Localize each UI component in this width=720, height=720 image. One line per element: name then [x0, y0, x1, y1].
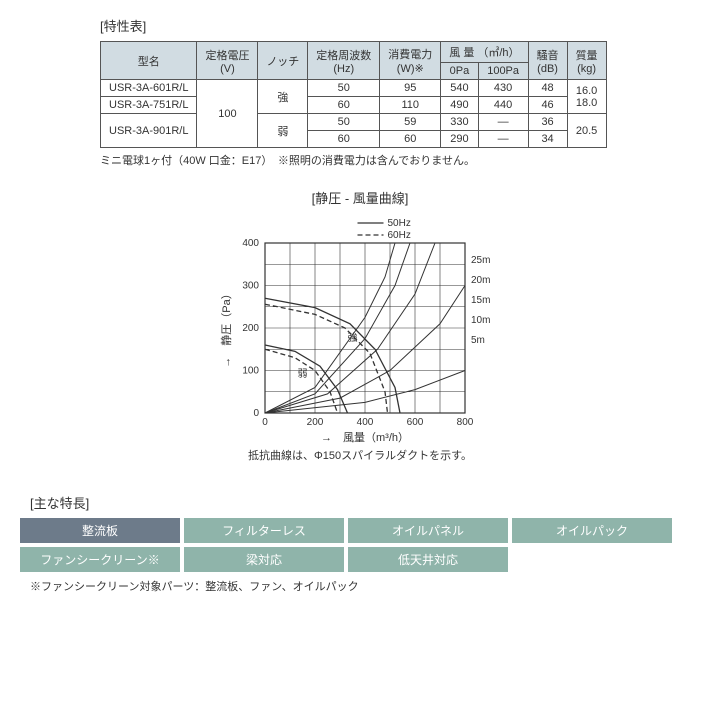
svg-text:15m: 15m — [471, 295, 490, 306]
col-freq: 定格周波数 (Hz) — [308, 42, 380, 80]
svg-text:800: 800 — [457, 417, 474, 428]
cell: 490 — [441, 97, 478, 114]
mass-cell: 20.5 — [567, 114, 606, 148]
cell: 48 — [528, 80, 567, 97]
cell: 60 — [308, 131, 380, 148]
cell: 110 — [380, 97, 441, 114]
svg-text:300: 300 — [242, 281, 259, 292]
model-cell: USR-3A-601R/L — [101, 80, 197, 97]
col-airflow-0: 0Pa — [441, 63, 478, 80]
feature-pill: 整流板 — [20, 518, 180, 543]
mass-cell: 16.0 18.0 — [567, 80, 606, 114]
col-power: 消費電力 (W)※ — [380, 42, 441, 80]
svg-text:400: 400 — [357, 417, 374, 428]
cell: — — [478, 131, 528, 148]
cell: 95 — [380, 80, 441, 97]
svg-text:200: 200 — [242, 323, 259, 334]
svg-text:60Hz: 60Hz — [388, 230, 411, 241]
notch-low: 弱 — [258, 114, 308, 148]
cell: 34 — [528, 131, 567, 148]
chart-title: [静圧 - 風量曲線] — [20, 188, 700, 207]
model-cell: USR-3A-751R/L — [101, 97, 197, 114]
svg-text:200: 200 — [307, 417, 324, 428]
cell: — — [478, 114, 528, 131]
cell: 60 — [380, 131, 441, 148]
cell: 46 — [528, 97, 567, 114]
feature-pill: 梁対応 — [184, 547, 344, 572]
voltage-cell: 100 — [197, 80, 258, 148]
features-footnote: ※ファンシークリーン対象パーツ：整流板、ファン、オイルパック — [30, 578, 700, 594]
svg-text:600: 600 — [407, 417, 424, 428]
spec-table-title: [特性表] — [100, 16, 700, 35]
col-model: 型名 — [101, 42, 197, 80]
static-pressure-chart: 0 200 400 600 800 0 100 200 300 400 25m 20m 15m 10m 5m… — [190, 213, 530, 443]
cell: 50 — [308, 114, 380, 131]
feature-pill: オイルパック — [512, 518, 672, 543]
svg-text:→ 静圧（Pa）: → 静圧（Pa） — [219, 288, 233, 367]
cell: 440 — [478, 97, 528, 114]
svg-text:強: 強 — [348, 331, 358, 344]
col-noise: 騒音 (dB) — [528, 42, 567, 80]
cell: 36 — [528, 114, 567, 131]
svg-text:5m: 5m — [471, 335, 485, 346]
cell: 59 — [380, 114, 441, 131]
cell: 50 — [308, 80, 380, 97]
cell: 330 — [441, 114, 478, 131]
cell: 290 — [441, 131, 478, 148]
spec-table: 型名 定格電圧 (V) ノッチ 定格周波数 (Hz) 消費電力 (W)※ 風 量… — [100, 41, 607, 148]
notch-high: 強 — [258, 80, 308, 114]
cell: 60 — [308, 97, 380, 114]
svg-text:10m: 10m — [471, 315, 490, 326]
svg-text:→ 風量（m³/h）: → 風量（m³/h） — [321, 431, 409, 443]
col-airflow-100: 100Pa — [478, 63, 528, 80]
model-cell: USR-3A-901R/L — [101, 114, 197, 148]
chart-caption: 抵抗曲線は、Φ150スパイラルダクトを示す。 — [20, 447, 700, 463]
svg-text:400: 400 — [242, 238, 259, 249]
svg-text:20m: 20m — [471, 275, 490, 286]
feature-pills: 整流板フィルターレスオイルパネルオイルパック ファンシークリーン※梁対応低天井対… — [20, 518, 700, 572]
feature-pill: ファンシークリーン※ — [20, 547, 180, 572]
feature-pill: フィルターレス — [184, 518, 344, 543]
col-mass: 質量 (kg) — [567, 42, 606, 80]
cell: 430 — [478, 80, 528, 97]
col-notch: ノッチ — [258, 42, 308, 80]
svg-text:25m: 25m — [471, 255, 490, 266]
feature-pill: オイルパネル — [348, 518, 508, 543]
svg-text:100: 100 — [242, 366, 259, 377]
col-voltage: 定格電圧 (V) — [197, 42, 258, 80]
col-airflow: 風 量 （㎥/h） — [441, 42, 528, 63]
feature-pill: 低天井対応 — [348, 547, 508, 572]
cell: 540 — [441, 80, 478, 97]
features-title: [主な特長] — [30, 493, 700, 512]
svg-text:0: 0 — [262, 417, 268, 428]
svg-text:0: 0 — [253, 408, 259, 419]
svg-text:弱: 弱 — [298, 368, 308, 380]
svg-text:50Hz: 50Hz — [388, 218, 411, 229]
table-footnote: ミニ電球1ヶ付（40W 口金：E17） ※照明の消費電力は含んでおりません。 — [100, 152, 700, 168]
